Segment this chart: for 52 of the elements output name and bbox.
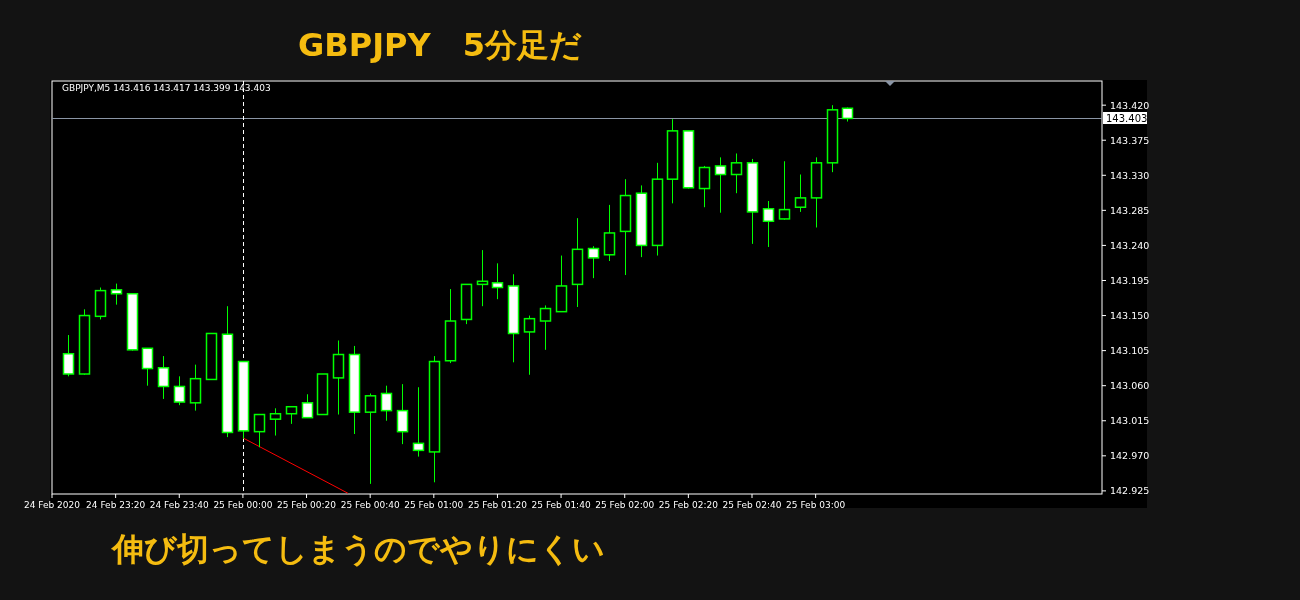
candlestick	[714, 156, 727, 214]
y-tick-label: 143.060	[1110, 380, 1150, 392]
y-tick-label: 143.105	[1110, 345, 1150, 357]
chart-title: GBPJPY 5分足だ	[298, 26, 582, 64]
x-tick-label: 25 Feb 02:40	[722, 500, 782, 510]
y-tick-label: 143.150	[1110, 310, 1150, 322]
candlestick	[587, 245, 600, 279]
candlestick	[778, 160, 791, 221]
x-tick-label: 25 Feb 02:20	[658, 500, 719, 510]
candlestick	[491, 262, 504, 300]
candlestick	[364, 392, 377, 485]
x-tick-label: 25 Feb 00:20	[277, 500, 337, 510]
candlestick	[730, 152, 743, 194]
x-tick-label: 25 Feb 01:20	[467, 500, 528, 510]
y-tick-label: 143.285	[1110, 204, 1150, 216]
candlestick	[110, 283, 123, 306]
y-tick-label: 143.375	[1110, 134, 1150, 146]
y-tick-label: 143.330	[1110, 169, 1150, 181]
x-tick-label: 25 Feb 03:00	[786, 500, 846, 510]
candlestick	[396, 383, 409, 445]
x-tick-label: 25 Feb 01:00	[404, 500, 464, 510]
x-tick-label: 25 Feb 00:40	[340, 500, 400, 510]
candlestick	[603, 204, 616, 262]
candlestick	[412, 386, 425, 458]
x-tick-label: 24 Feb 2020	[23, 500, 81, 510]
candlestick	[157, 355, 170, 400]
y-tick-label: 143.015	[1110, 415, 1150, 427]
candlestick	[698, 165, 711, 208]
candlestick	[269, 407, 282, 437]
candlestick	[539, 304, 552, 351]
x-tick-label: 25 Feb 01:40	[531, 500, 591, 510]
candlestick	[62, 334, 75, 377]
y-tick-label: 143.195	[1110, 274, 1150, 286]
candlestick	[173, 375, 186, 406]
candlestick	[523, 315, 536, 376]
text: 伸び切ってしまうのでやりにくい	[110, 530, 605, 568]
y-tick-label: 142.970	[1110, 450, 1150, 462]
x-tick-label: 25 Feb 02:00	[595, 500, 655, 510]
candlestick	[762, 200, 775, 248]
y-tick-label: 142.925	[1110, 485, 1150, 497]
y-tick-label: 143.240	[1110, 239, 1150, 251]
candlestick	[794, 174, 807, 213]
ref-line-label: 143.403	[1106, 113, 1148, 124]
y-tick-label: 143.420	[1110, 99, 1150, 111]
candlestick	[380, 385, 393, 422]
candlestick	[301, 393, 314, 419]
candlestick	[332, 339, 345, 416]
x-tick-label: 25 Feb 00:00	[213, 500, 273, 510]
x-tick-label: 24 Feb 23:40	[149, 500, 210, 510]
x-tick-label: 24 Feb 23:20	[86, 500, 146, 510]
candlestick	[141, 347, 154, 387]
candlestick	[253, 413, 266, 448]
